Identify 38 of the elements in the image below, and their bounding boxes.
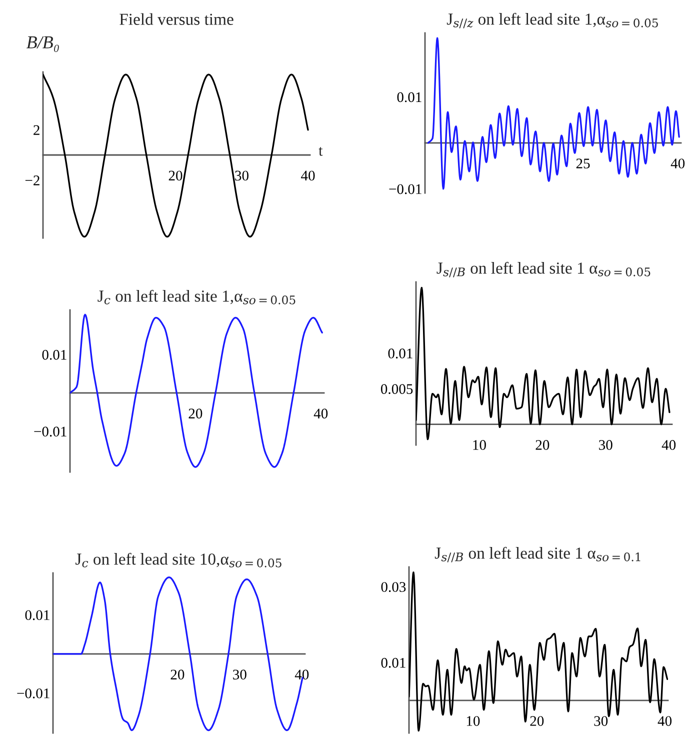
y-tick-label: −2 (25, 176, 40, 186)
chart-title: Field versus time (120, 13, 234, 25)
y-tick-label: 0.01 (381, 658, 406, 668)
y-axis-title: B/B₀ (26, 36, 59, 52)
x-tick-label: 25 (576, 158, 590, 168)
x-tick-label: 40 (301, 170, 315, 181)
x-tick-label: 10 (466, 716, 480, 726)
x-tick-label: 30 (235, 170, 248, 181)
y-tick-label: 0.03 (381, 582, 406, 592)
x-axis-title: t (318, 147, 323, 156)
chart-title: J$_{s//B}$ on left lead site 1 α$_{so=0.1}$ (434, 546, 640, 562)
x-tick-label: 40 (294, 670, 309, 680)
x-tick-label: 30 (599, 440, 612, 450)
y-tick-label: −0.01 (17, 688, 50, 698)
y-tick-label: 2 (34, 125, 40, 135)
y-tick-label: 0.005 (380, 384, 413, 394)
x-tick-label: 20 (530, 716, 544, 726)
x-tick-label: 20 (170, 670, 184, 680)
x-tick-label: 10 (473, 440, 486, 450)
y-tick-label: 0.01 (397, 92, 422, 102)
x-tick-label: 40 (662, 440, 676, 450)
y-tick-label: 0.01 (25, 610, 50, 620)
chart-title: J$_{s//z}$ on left lead site 1,α$_{so=0.05}$ (446, 12, 658, 28)
x-tick-label: 40 (670, 158, 685, 168)
x-tick-label: 30 (233, 670, 246, 680)
x-tick-label: 30 (594, 716, 608, 726)
y-tick-label: 0.01 (42, 350, 66, 360)
y-tick-label: −0.01 (389, 184, 422, 194)
chart-title: J$_{c}$ on left lead site 10,α$_{so=0.05}$ (76, 552, 282, 568)
chart-title: J$_{s//B}$ on left lead site 1 α$_{so=0.05}$ (436, 262, 650, 278)
x-tick-label: 40 (658, 716, 672, 726)
x-tick-label: 40 (314, 408, 328, 418)
x-tick-label: 20 (168, 170, 182, 181)
chart-title: J$_{c}$ on left lead site 1,α$_{so=0.05}$ (98, 290, 296, 304)
x-tick-label: 20 (536, 440, 550, 450)
x-tick-label: 20 (188, 408, 202, 418)
y-tick-label: −0.01 (34, 426, 66, 437)
y-tick-label: 0.01 (388, 348, 412, 358)
